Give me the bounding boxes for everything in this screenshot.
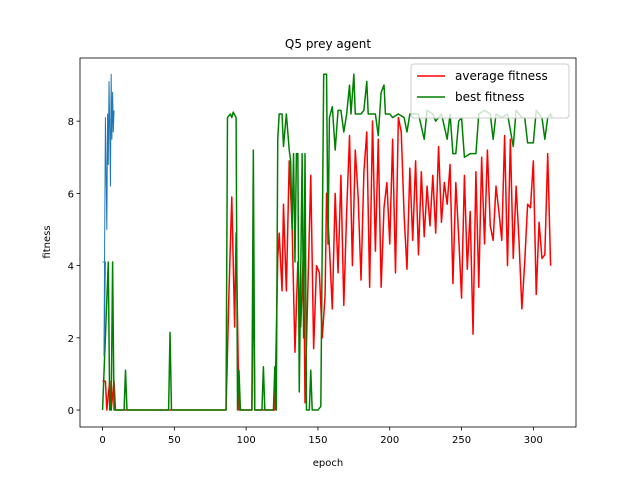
y-tick-label: 8	[68, 117, 74, 128]
series-line	[101, 73, 553, 411]
legend-label: best fitness	[455, 90, 525, 104]
x-tick-label: 100	[237, 435, 256, 446]
chart-title: Q5 prey agent	[285, 37, 371, 51]
y-tick-label: 0	[68, 406, 74, 417]
x-tick-label: 250	[452, 435, 471, 446]
x-tick-label: 50	[168, 435, 181, 446]
y-axis-label: fitness	[42, 225, 53, 258]
legend: average fitness best fitness	[410, 63, 570, 119]
legend-box	[410, 63, 570, 119]
series-line	[102, 73, 115, 357]
x-tick-label: 0	[99, 435, 105, 446]
y-tick-label: 6	[68, 189, 74, 200]
x-tick-label: 300	[524, 435, 543, 446]
x-axis-label: epoch	[313, 458, 343, 469]
y-tick-label: 4	[68, 262, 74, 273]
plot-frame	[79, 57, 577, 428]
series-line	[102, 116, 552, 411]
y-tick-label: 2	[68, 334, 74, 345]
x-tick-label: 150	[308, 435, 327, 446]
legend-label: average fitness	[455, 69, 548, 83]
x-tick-label: 200	[380, 435, 399, 446]
